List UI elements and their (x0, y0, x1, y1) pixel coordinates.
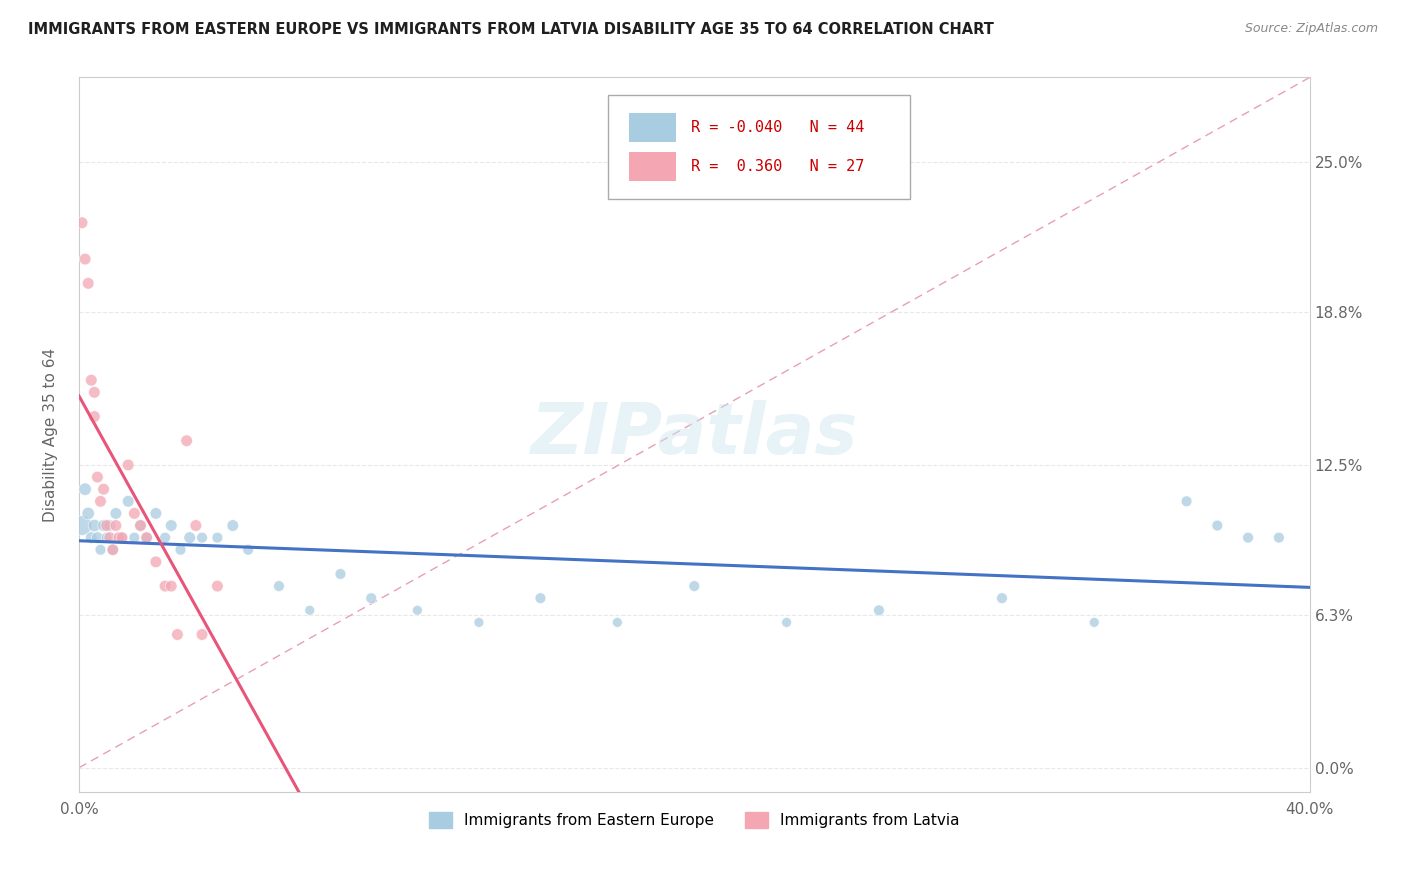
Point (83, 409, 105, 424)
Point (83, 518, 105, 533)
Point (77, 507, 100, 521)
Point (104, 507, 127, 521)
Point (83, 385, 105, 400)
Point (191, 627, 214, 641)
Point (135, 531, 157, 545)
Point (75, 482, 97, 496)
Point (775, 615, 797, 630)
Point (360, 591, 382, 606)
Point (98, 518, 121, 533)
Point (75, 252, 97, 266)
Point (1083, 615, 1105, 630)
Point (145, 555, 167, 569)
Point (868, 603, 890, 617)
Point (606, 615, 628, 630)
Point (179, 531, 201, 545)
Text: Source: ZipAtlas.com: Source: ZipAtlas.com (1244, 22, 1378, 36)
Point (96, 518, 118, 533)
Point (124, 531, 146, 545)
Point (89, 494, 111, 508)
Text: R =  0.360   N = 27: R = 0.360 N = 27 (690, 160, 863, 174)
Point (683, 579, 706, 593)
Point (406, 603, 429, 617)
Point (468, 615, 491, 630)
Point (89, 542, 111, 557)
Point (145, 507, 167, 521)
Point (166, 627, 188, 641)
Point (129, 518, 152, 533)
Bar (628, 153, 676, 181)
Point (70, 518, 93, 533)
Point (207, 579, 229, 593)
Point (104, 518, 127, 533)
Point (129, 518, 152, 533)
Point (267, 579, 290, 593)
Point (991, 591, 1014, 606)
Point (1206, 518, 1229, 533)
Point (117, 458, 139, 472)
Text: R = -0.040   N = 44: R = -0.040 N = 44 (690, 120, 863, 135)
Point (124, 507, 146, 521)
Point (1268, 531, 1291, 545)
Point (98, 531, 121, 545)
Point (207, 531, 229, 545)
Point (86, 531, 108, 545)
Point (111, 531, 134, 545)
Text: IMMIGRANTS FROM EASTERN EUROPE VS IMMIGRANTS FROM LATVIA DISABILITY AGE 35 TO 64: IMMIGRANTS FROM EASTERN EUROPE VS IMMIGR… (28, 22, 994, 37)
Point (108, 531, 131, 545)
Point (160, 518, 183, 533)
Point (153, 579, 176, 593)
Point (222, 518, 245, 533)
Point (1175, 494, 1198, 508)
Point (169, 542, 191, 557)
Point (77, 277, 100, 291)
Point (80, 373, 103, 387)
Point (191, 531, 214, 545)
Legend: Immigrants from Eastern Europe, Immigrants from Latvia: Immigrants from Eastern Europe, Immigran… (423, 806, 966, 834)
Point (329, 566, 352, 581)
Point (80, 531, 103, 545)
Point (238, 542, 260, 557)
Point (96, 531, 118, 545)
Text: ZIPatlas: ZIPatlas (530, 401, 858, 469)
Point (135, 531, 157, 545)
Point (153, 531, 176, 545)
Point (101, 542, 124, 557)
Point (184, 518, 207, 533)
Point (1237, 531, 1260, 545)
Bar (628, 113, 676, 142)
Point (93, 482, 115, 496)
Point (160, 579, 183, 593)
Point (529, 591, 551, 606)
Point (111, 531, 134, 545)
Point (298, 603, 321, 617)
Y-axis label: Disability Age 35 to 64: Disability Age 35 to 64 (44, 348, 58, 522)
Point (70, 216, 93, 230)
Point (86, 470, 108, 484)
FancyBboxPatch shape (609, 95, 910, 199)
Point (117, 494, 139, 508)
Point (176, 434, 198, 448)
Point (108, 531, 131, 545)
Point (101, 542, 124, 557)
Point (93, 518, 115, 533)
